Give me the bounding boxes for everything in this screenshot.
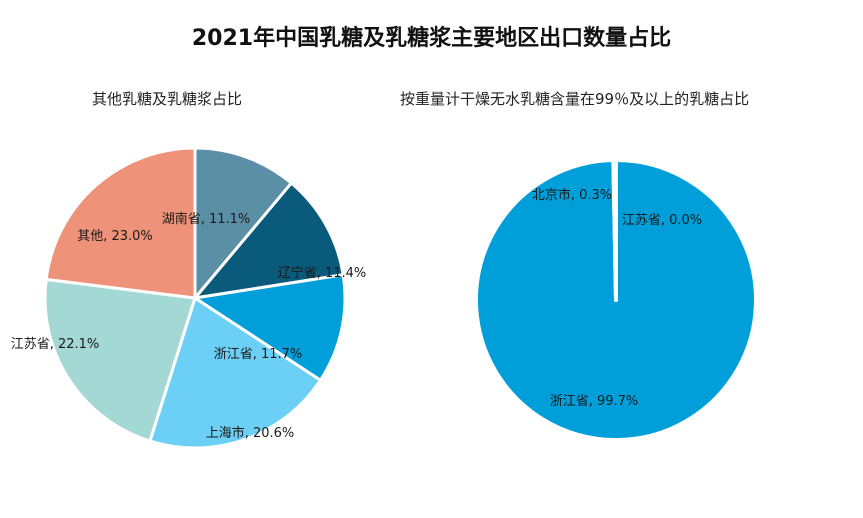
slice-label-1: 江苏省, 0.0% bbox=[622, 212, 702, 228]
pie-slice-1 bbox=[193, 146, 293, 300]
chart1-title: 其他乳糖及乳糖浆占比 bbox=[92, 90, 243, 108]
slice-label-3: 北京市, 0.3% bbox=[532, 187, 612, 203]
pie-slice-4 bbox=[148, 296, 322, 450]
slice-label-4: 上海市, 20.6% bbox=[206, 425, 295, 441]
slice-label-6: 其他, 23.0% bbox=[77, 229, 153, 244]
slice-label-3: 浙江省, 11.7% bbox=[214, 347, 303, 362]
slice-label-1: 湖南省, 11.1% bbox=[162, 211, 251, 227]
pie-chart-2: 江苏省, 0.0% 浙江省, 99.7% 北京市, 0.3% bbox=[474, 158, 758, 442]
pie-slice-3 bbox=[611, 158, 618, 302]
pie-slice-2 bbox=[193, 181, 345, 300]
slice-label-2: 浙江省, 99.7% bbox=[550, 394, 639, 409]
slice-label-2: 辽宁省, 11.4% bbox=[278, 265, 367, 281]
pie-slice-5 bbox=[43, 277, 197, 443]
slice-label-5: 江苏省, 22.1% bbox=[11, 336, 100, 352]
chart2-title: 按重量计干燥无水乳糖含量在99％及以上的乳糖占比 bbox=[400, 90, 750, 108]
page-title: 2021年中国乳糖及乳糖浆主要地区出口数量占比 bbox=[191, 26, 672, 51]
pie-chart-1: 湖南省, 11.1% 辽宁省, 11.4% 浙江省, 11.7% 上海市, 20.6%… bbox=[11, 146, 367, 450]
pie-slice-3 bbox=[193, 273, 347, 382]
pie-slice-6 bbox=[44, 146, 197, 300]
